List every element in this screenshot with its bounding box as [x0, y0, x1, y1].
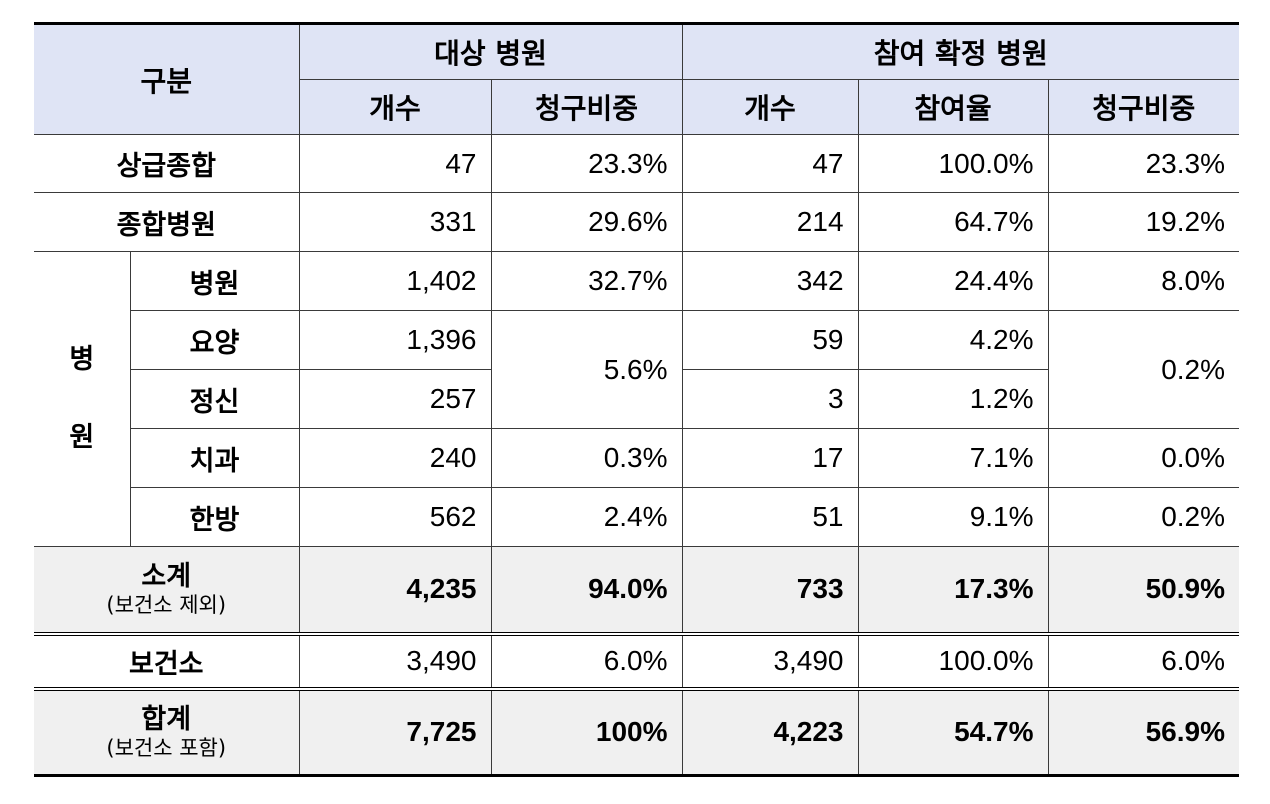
confirmed-rate: 9.1%: [857, 487, 1049, 547]
confirmed-count: 3: [681, 369, 859, 429]
row-label: 정신: [129, 369, 300, 429]
target-count: 331: [298, 192, 492, 252]
confirmed-share: 0.2%: [1047, 487, 1240, 547]
confirmed-count: 17: [681, 428, 859, 488]
header-confirmed-share: 청구비중: [1047, 79, 1240, 135]
confirmed-rate: 64.7%: [857, 192, 1049, 252]
header-category: 구분: [34, 22, 300, 135]
target-count: 562: [298, 487, 492, 547]
subtotal-label: 소계 (보건소 제외): [34, 546, 300, 634]
confirmed-count: 214: [681, 192, 859, 252]
confirmed-rate: 1.2%: [857, 369, 1049, 429]
target-share: 23.3%: [490, 134, 683, 193]
confirmed-share: 56.9%: [1047, 686, 1240, 777]
target-share-merged: 5.6%: [490, 310, 683, 429]
confirmed-count: 4,223: [681, 686, 859, 777]
subtotal-row: 소계 (보건소 제외) 4,235 94.0% 733 17.3% 50.9%: [34, 546, 1240, 634]
row-label: 치과: [129, 428, 300, 488]
target-count: 1,402: [298, 251, 492, 311]
confirmed-count: 51: [681, 487, 859, 547]
total-note: (보건소 포함): [106, 736, 227, 761]
row-label: 종합병원: [34, 192, 300, 252]
confirmed-rate: 54.7%: [857, 686, 1049, 777]
confirmed-count: 342: [681, 251, 859, 311]
total-title: 합계: [141, 704, 192, 736]
group-label-top: 병: [69, 344, 95, 375]
table-row: 요양 1,396 5.6% 59 4.2% 0.2%: [34, 310, 1240, 429]
confirmed-share: 0.0%: [1047, 428, 1240, 488]
target-count: 240: [298, 428, 492, 488]
header-confirmed-count: 개수: [681, 79, 859, 135]
subtotal-title: 소계: [141, 561, 192, 593]
target-share: 0.3%: [490, 428, 683, 488]
hospital-group-label: 병 원: [34, 251, 131, 547]
header-target-count: 개수: [298, 79, 492, 135]
confirmed-count: 59: [681, 310, 859, 370]
target-count: 3,490: [298, 631, 492, 689]
confirmed-share: 50.9%: [1047, 546, 1240, 634]
confirmed-share: 8.0%: [1047, 251, 1240, 311]
confirmed-rate: 7.1%: [857, 428, 1049, 488]
confirmed-count: 3,490: [681, 631, 859, 689]
table-row: 병 원 병원 1,402 32.7% 342 24.4% 8.0%: [34, 251, 1240, 547]
target-share: 6.0%: [490, 631, 683, 689]
table-row: 종합병원 331 29.6% 214 64.7% 19.2%: [34, 192, 1240, 252]
confirmed-share: 23.3%: [1047, 134, 1240, 193]
header-confirmed-hospitals: 참여 확정 병원: [681, 22, 1240, 80]
header-target-hospitals: 대상 병원: [298, 22, 683, 80]
target-share: 29.6%: [490, 192, 683, 252]
table-row: 정신 257 3 1.2%: [34, 369, 1239, 429]
confirmed-rate: 100.0%: [857, 134, 1049, 193]
group-label-bottom: 원: [69, 422, 95, 453]
table-row: 한방 562 2.4% 51 9.1% 0.2%: [34, 487, 1240, 547]
header-target-share: 청구비중: [490, 79, 683, 135]
row-label: 병원: [129, 251, 300, 311]
confirmed-rate: 4.2%: [857, 310, 1049, 370]
target-count: 4,235: [298, 546, 492, 634]
target-share: 100%: [490, 686, 683, 777]
confirmed-rate: 17.3%: [857, 546, 1049, 634]
confirmed-share: 19.2%: [1047, 192, 1240, 252]
row-label: 보건소: [34, 631, 300, 689]
total-label: 합계 (보건소 포함): [34, 686, 300, 777]
confirmed-count: 733: [681, 546, 859, 634]
row-label: 한방: [129, 487, 300, 547]
target-share: 94.0%: [490, 546, 683, 634]
total-row: 합계 (보건소 포함) 7,725 100% 4,223 54.7% 56.9%: [34, 686, 1240, 777]
row-label: 요양: [129, 310, 300, 370]
confirmed-rate: 24.4%: [857, 251, 1049, 311]
target-count: 7,725: [298, 686, 492, 777]
row-label: 상급종합: [34, 134, 300, 193]
target-count: 257: [298, 369, 492, 429]
target-count: 1,396: [298, 310, 492, 370]
subtotal-note: (보건소 제외): [106, 593, 227, 618]
confirmed-share: 6.0%: [1047, 631, 1240, 689]
confirmed-share-merged: 0.2%: [1047, 310, 1240, 429]
header-confirmed-rate: 참여율: [857, 79, 1049, 135]
confirmed-count: 47: [681, 134, 859, 193]
target-share: 2.4%: [490, 487, 683, 547]
confirmed-rate: 100.0%: [857, 631, 1049, 689]
table-row: 치과 240 0.3% 17 7.1% 0.0%: [34, 428, 1240, 488]
table-row: 상급종합 47 23.3% 47 100.0% 23.3%: [34, 134, 1240, 193]
target-count: 47: [298, 134, 492, 193]
target-share: 32.7%: [490, 251, 683, 311]
health-center-row: 보건소 3,490 6.0% 3,490 100.0% 6.0%: [34, 631, 1240, 689]
hospital-participation-table: 구분 대상 병원 참여 확정 병원 개수 청구비중 개수 참여율 청구비중 상급…: [34, 22, 1240, 777]
